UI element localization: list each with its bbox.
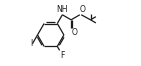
Text: O: O (71, 28, 77, 37)
Text: NH: NH (57, 5, 68, 14)
Text: O: O (80, 5, 86, 14)
Text: I: I (30, 39, 32, 48)
Text: F: F (60, 51, 64, 60)
